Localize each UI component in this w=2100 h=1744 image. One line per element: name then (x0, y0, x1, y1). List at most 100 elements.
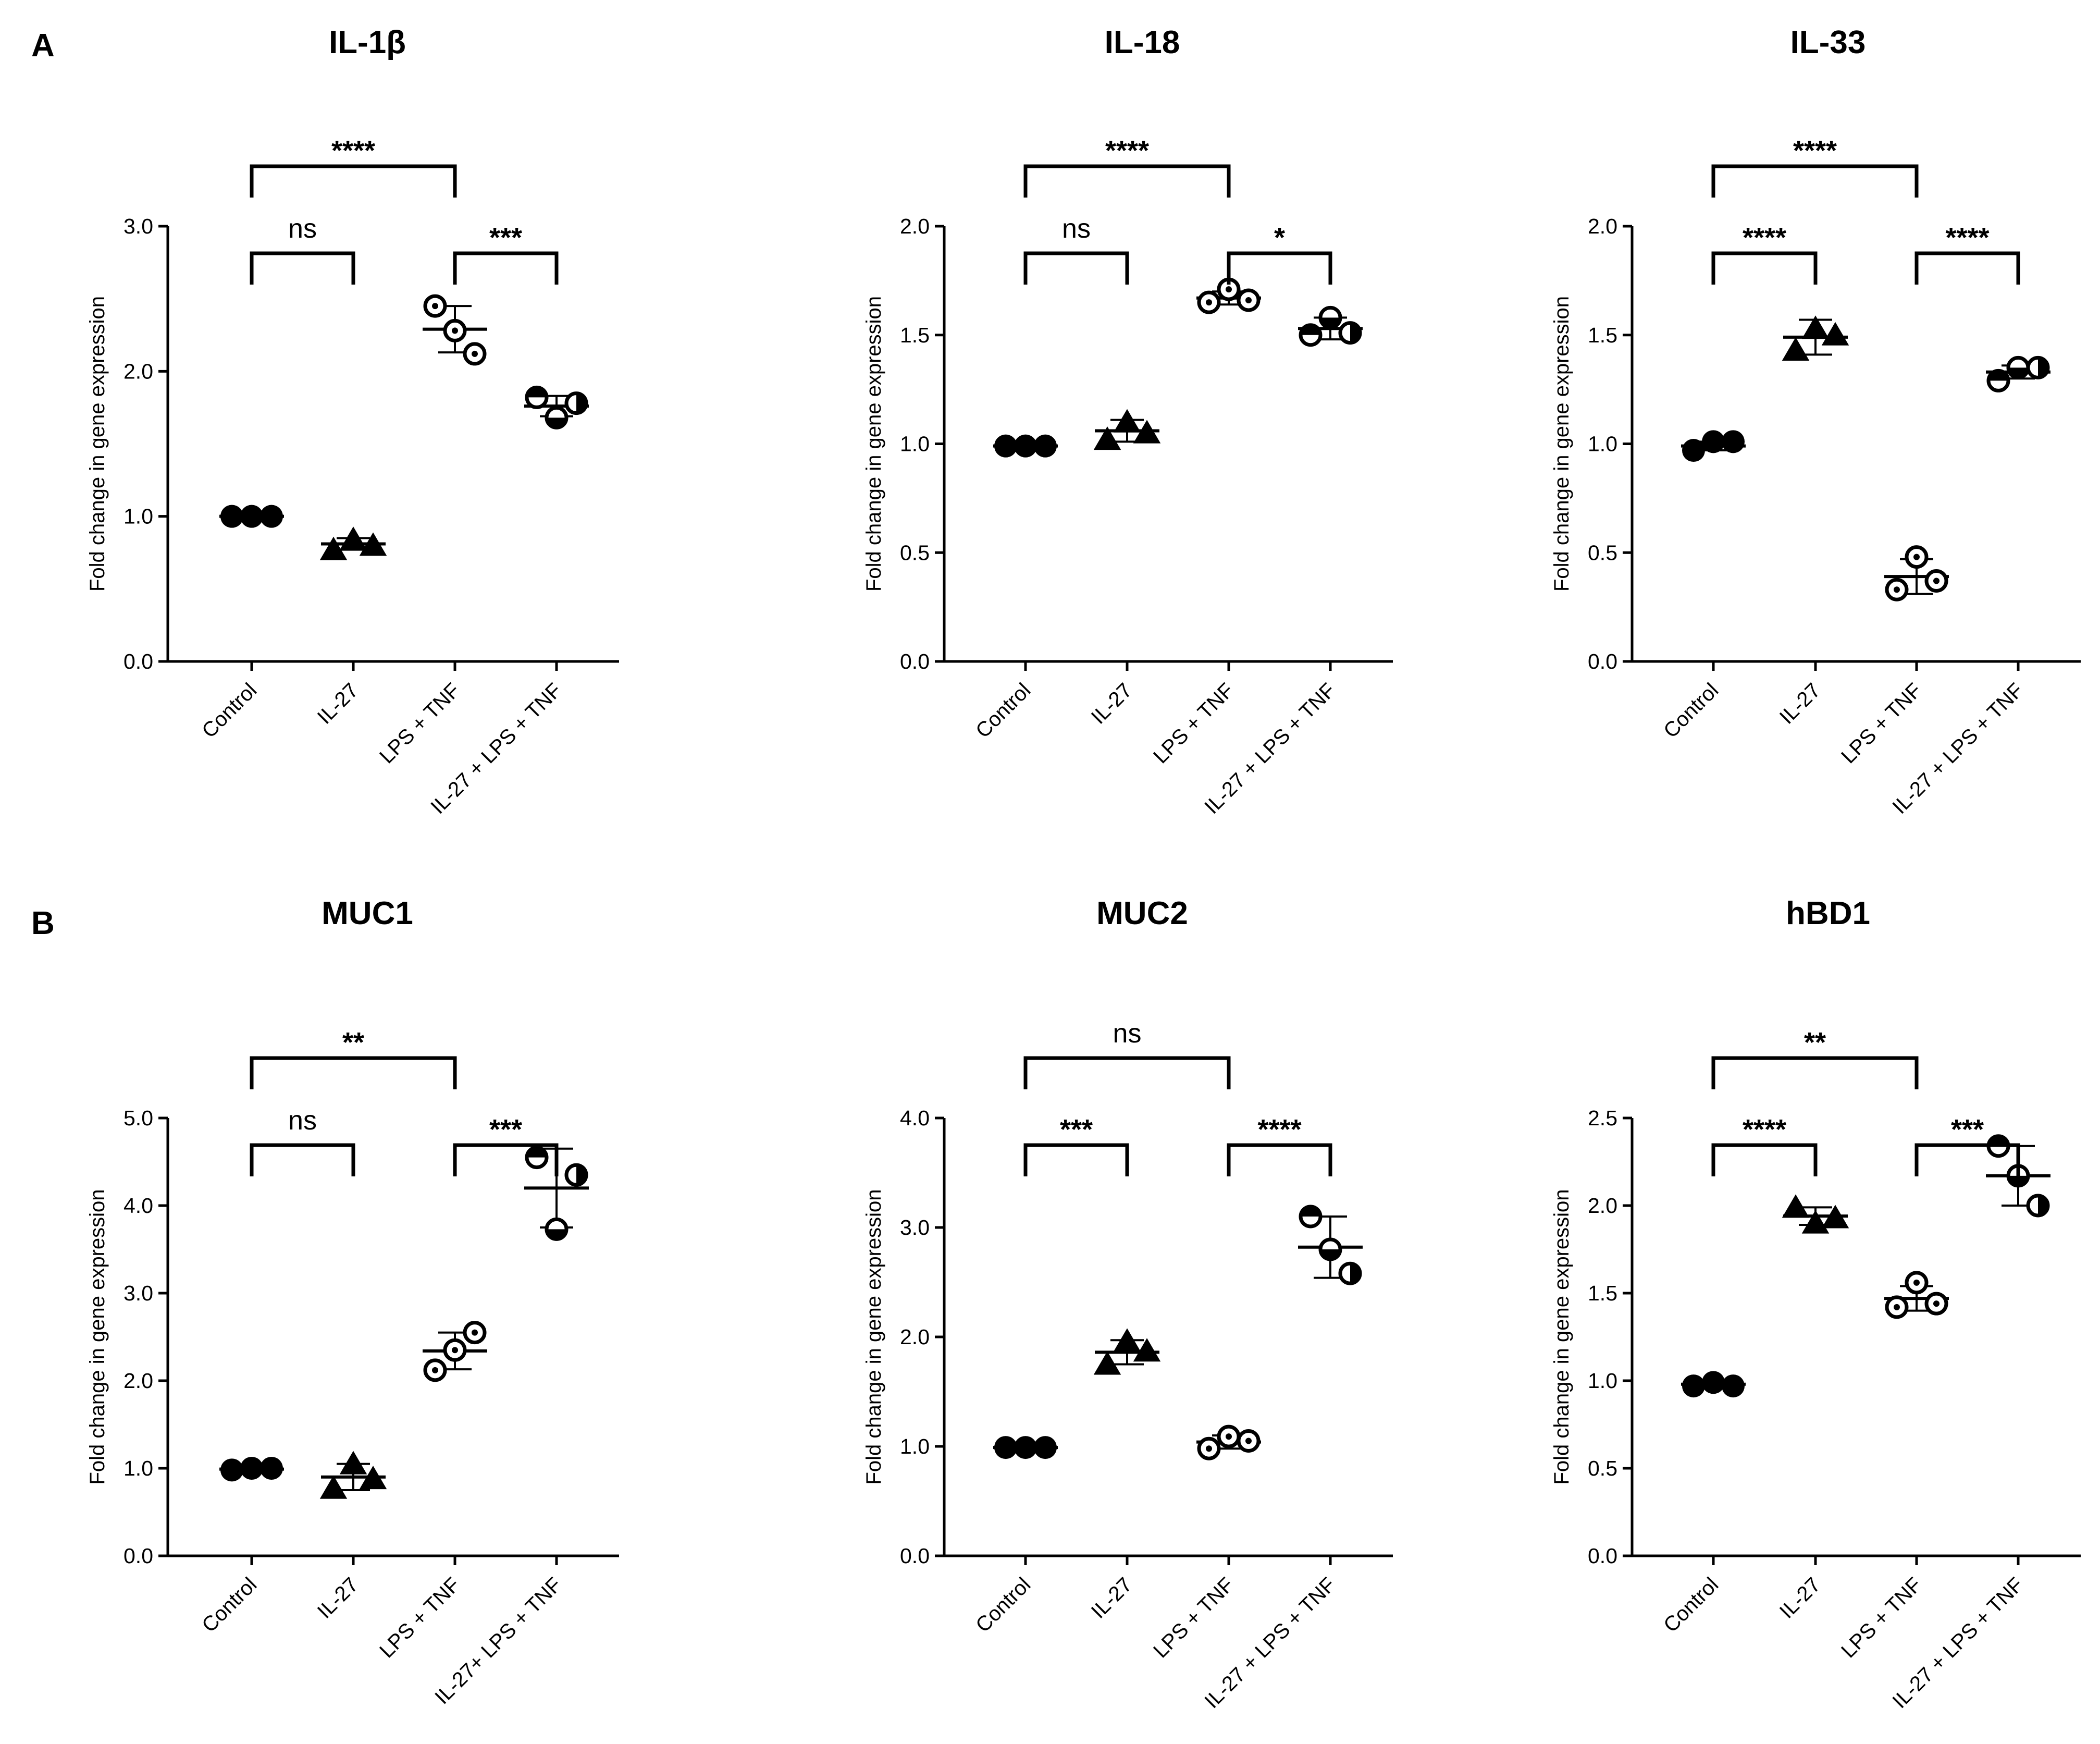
data-point (260, 505, 283, 528)
data-point (1905, 1271, 1929, 1295)
data-point-dot (472, 350, 478, 357)
significance-label: *** (1060, 1114, 1093, 1145)
y-tick-label: 3.0 (900, 1215, 930, 1239)
data-point (1986, 369, 2010, 392)
significance-label: **** (331, 135, 375, 166)
data-point (423, 294, 447, 318)
data-point-dot (1206, 299, 1212, 306)
data-point-dot (1913, 1279, 1920, 1286)
y-tick-label: 0.5 (1588, 1456, 1617, 1480)
data-point (319, 1475, 348, 1499)
data-point (443, 1338, 467, 1362)
y-tick-label: 4.0 (123, 1194, 153, 1218)
y-tick-label: 0.0 (900, 1544, 930, 1568)
y-tick-label: 0.0 (1588, 649, 1617, 673)
data-point-half (547, 1229, 566, 1239)
chart-title: IL-18 (1105, 24, 1180, 60)
chart-5: hBD1 0.0 0.5 1.0 1.5 2.0 2.5 Fold change in gen… (1550, 895, 2081, 1713)
data-point (1801, 315, 1830, 339)
significance-bracket (453, 1143, 559, 1176)
significance-bracket (1227, 1143, 1332, 1176)
x-category-label: LPS + TNF (1149, 1573, 1238, 1662)
y-tick-label: 2.0 (123, 359, 153, 383)
data-point (1318, 1237, 1342, 1261)
data-point (1821, 322, 1849, 346)
panel-label-b: B (31, 905, 55, 941)
y-tick-label: 1.5 (1588, 323, 1617, 347)
x-category-label: LPS + TNF (375, 1573, 464, 1662)
x-category-label: Control (971, 679, 1035, 742)
x-category-label: LPS + TNF (375, 679, 464, 768)
data-point (1113, 1328, 1141, 1352)
data-point-half (1301, 325, 1320, 335)
chart-title: hBD1 (1786, 895, 1870, 931)
data-point (1924, 569, 1948, 593)
data-point (525, 385, 549, 409)
data-point-dot (452, 1347, 458, 1354)
significance-label: ** (1804, 1027, 1826, 1058)
data-point (1722, 1374, 1745, 1398)
y-tick-label: 1.5 (900, 323, 930, 347)
data-point-half (2038, 358, 2048, 378)
data-point-half (527, 1147, 547, 1158)
significance-bracket (1227, 251, 1332, 285)
data-point (1093, 426, 1121, 450)
data-point (359, 532, 387, 556)
significance-label: *** (1951, 1114, 1984, 1145)
y-tick-label: 2.0 (900, 1325, 930, 1349)
chart-0: IL-1β 0.0 1.0 2.0 3.0 Fold change in gene exp… (86, 24, 619, 818)
data-point (1197, 1436, 1221, 1460)
significance-bracket (250, 1143, 355, 1176)
y-tick-label: 0.0 (123, 1544, 153, 1568)
data-point (1034, 434, 1057, 458)
data-point (1924, 1292, 1948, 1316)
data-point (359, 1466, 387, 1490)
significance-bracket (1711, 251, 1818, 285)
data-point (1782, 1194, 1810, 1218)
data-point (1338, 321, 1362, 345)
data-point-dot (432, 1367, 438, 1373)
y-axis-label: Fold change in gene expression (1550, 296, 1573, 592)
data-point (564, 391, 588, 415)
significance-bracket (1711, 1056, 1919, 1089)
data-point (1338, 1261, 1362, 1285)
significance-bracket (1023, 1143, 1129, 1176)
data-point (339, 1451, 367, 1475)
significance-label: ns (1062, 214, 1091, 244)
data-point (994, 434, 1017, 458)
data-point (319, 536, 348, 560)
data-point-dot (1245, 1438, 1252, 1444)
data-point-dot (432, 303, 438, 310)
y-tick-label: 1.0 (900, 432, 930, 456)
significance-label: *** (489, 1114, 522, 1145)
data-point (1093, 1351, 1121, 1375)
data-point (1702, 430, 1725, 453)
data-point-dot (452, 327, 458, 334)
significance-bracket (1023, 164, 1231, 198)
x-category-label: IL-27 (1775, 679, 1825, 729)
data-point-dot (1933, 1300, 1940, 1307)
significance-label: ** (342, 1027, 364, 1058)
chart-title: MUC1 (322, 895, 413, 931)
data-point (1217, 1424, 1241, 1448)
x-category-label: IL-27 (1087, 1573, 1137, 1623)
data-point (1133, 1338, 1161, 1362)
data-point-half (547, 417, 566, 428)
data-point (1885, 1295, 1909, 1319)
y-tick-label: 0.5 (900, 541, 930, 564)
data-point-half (1350, 1263, 1360, 1284)
data-point (1014, 1436, 1037, 1459)
significance-label: **** (1105, 135, 1149, 166)
data-point (240, 505, 263, 528)
x-category-label: Control (1659, 1573, 1723, 1637)
x-category-label: Control (971, 1573, 1035, 1637)
data-point (1299, 323, 1323, 347)
data-point (463, 342, 487, 366)
data-point (545, 406, 569, 429)
significance-label: * (1274, 222, 1285, 253)
data-point-half (1320, 317, 1340, 328)
y-tick-label: 2.0 (900, 214, 930, 238)
y-tick-label: 4.0 (900, 1106, 930, 1130)
data-point (220, 505, 243, 528)
